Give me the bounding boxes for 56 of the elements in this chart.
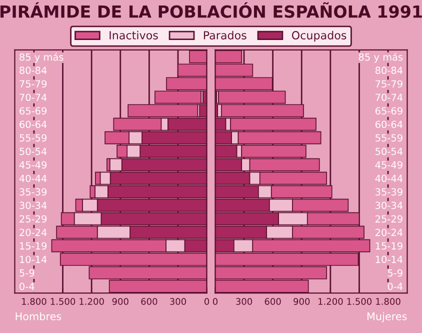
y-tick-label: 20-24 [20,228,47,236]
y-tick-label: 15-19 [20,242,47,250]
y-tick-label: 55-59 [376,134,402,142]
x-axis-title: Mujeres [367,312,407,322]
x-tick-label: 600 [264,298,281,305]
legend-label: Ocupados [292,30,346,42]
y-tick-label: 75-79 [20,80,47,88]
y-tick-label: 65-69 [375,107,402,115]
y-tick-label: 5-9 [20,269,34,277]
x-tick-label: 300 [170,298,186,305]
y-tick-label: 40-44 [375,174,403,182]
y-tick-label: 55-59 [20,134,47,142]
y-tick-label: 70-74 [376,94,403,102]
y-tick-label: 10-14 [376,256,403,264]
y-tick-label: 40-44 [19,174,47,182]
y-tick-label: 75-79 [376,80,402,88]
y-tick-label: 85 y más [358,52,403,63]
x-tick-label: 1.200 [80,298,104,305]
x-tick-label: 1.800 [22,298,46,305]
y-tick-label: 70-74 [20,94,47,102]
x-tick-label: 1.500 [347,298,372,305]
y-tick-label: 10-14 [20,256,47,264]
y-tick-label: 0-4 [388,282,403,290]
x-tick-label: 0 [212,298,218,305]
legend-label: Inactivos [110,30,158,40]
x-tick-label: 1.800 [376,298,400,305]
y-tick-label: 65-69 [20,107,47,115]
chart-title: PIRÁMIDE DE LA POBLACIÓN ESPAÑOLA 1991 [0,2,422,18]
y-tick-label: 15-19 [376,242,402,250]
y-tick-label: 30-34 [20,202,47,210]
y-tick-label: 80-84 [375,66,403,74]
legend-label: Parados [204,30,246,40]
y-tick-label: 45-49 [19,161,47,169]
x-tick-label: 1.200 [318,298,343,305]
y-tick-label: 25-29 [20,215,47,223]
y-tick-label: 0-4 [20,282,34,290]
y-tick-label: 50-54 [376,148,403,156]
x-tick-label: 600 [141,298,158,305]
x-tick-label: 1.500 [50,298,76,305]
y-tick-label: 45-49 [375,161,402,169]
x-tick-label: 900 [294,298,310,305]
y-tick-label: 30-34 [376,202,403,210]
x-tick-label: 300 [236,298,252,305]
x-axis-title: Hombres [16,312,62,320]
y-tick-label: 25-29 [376,215,402,223]
y-tick-label: 5-9 [388,269,402,277]
x-tick-label: 0 [204,298,210,305]
x-tick-label: 900 [112,298,128,305]
y-tick-label: 80-84 [20,66,47,74]
y-tick-label: 60-64 [375,120,403,128]
y-tick-label: 60-64 [20,120,47,128]
y-tick-label: 20-24 [376,228,403,236]
y-tick-label: 35-39 [376,188,402,196]
y-tick-label: 35-39 [20,188,47,196]
y-tick-label: 50-54 [20,148,47,156]
y-tick-label: 85 y más [20,52,64,63]
